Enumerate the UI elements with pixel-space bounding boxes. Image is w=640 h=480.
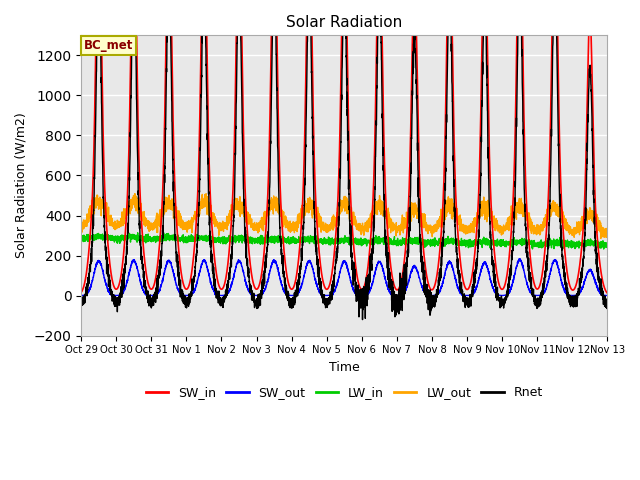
- SW_in: [492, 263, 500, 269]
- SW_in: [324, 285, 332, 291]
- Text: BC_met: BC_met: [84, 39, 133, 52]
- SW_out: [516, 256, 524, 262]
- X-axis label: Time: Time: [329, 361, 360, 374]
- Rnet: [462, 297, 470, 302]
- SW_out: [433, 292, 441, 298]
- LW_in: [600, 246, 607, 252]
- Line: SW_out: SW_out: [81, 259, 607, 296]
- SW_in: [433, 273, 441, 279]
- Rnet: [172, 242, 180, 248]
- SW_out: [172, 280, 180, 286]
- Rnet: [358, 317, 366, 323]
- SW_out: [604, 293, 611, 299]
- SW_out: [462, 293, 470, 299]
- SW_out: [324, 292, 332, 298]
- Line: Rnet: Rnet: [81, 0, 607, 320]
- LW_in: [433, 239, 441, 244]
- SW_in: [77, 289, 85, 295]
- Line: LW_out: LW_out: [81, 193, 607, 239]
- Legend: SW_in, SW_out, LW_in, LW_out, Rnet: SW_in, SW_out, LW_in, LW_out, Rnet: [141, 382, 548, 405]
- LW_out: [597, 236, 605, 241]
- LW_out: [77, 221, 85, 227]
- SW_out: [82, 293, 90, 299]
- LW_in: [462, 241, 470, 247]
- LW_in: [172, 237, 180, 243]
- Rnet: [77, 304, 85, 310]
- Rnet: [433, 289, 441, 295]
- Rnet: [324, 299, 332, 304]
- SW_in: [604, 290, 611, 296]
- LW_in: [77, 236, 85, 241]
- LW_in: [603, 244, 611, 250]
- Y-axis label: Solar Radiation (W/m2): Solar Radiation (W/m2): [15, 113, 28, 258]
- SW_out: [492, 290, 500, 296]
- Rnet: [603, 301, 611, 307]
- SW_out: [77, 293, 85, 299]
- LW_out: [462, 230, 470, 236]
- LW_out: [172, 210, 180, 216]
- Rnet: [492, 286, 500, 292]
- SW_in: [462, 286, 470, 292]
- LW_out: [324, 223, 332, 229]
- SW_in: [603, 290, 611, 296]
- SW_out: [603, 293, 611, 299]
- LW_out: [604, 234, 611, 240]
- LW_out: [131, 191, 139, 196]
- Line: LW_in: LW_in: [81, 233, 607, 249]
- LW_out: [603, 233, 611, 239]
- LW_in: [160, 230, 168, 236]
- Line: SW_in: SW_in: [81, 0, 607, 293]
- Rnet: [604, 300, 611, 305]
- LW_in: [604, 243, 611, 249]
- LW_out: [492, 218, 500, 224]
- LW_out: [433, 223, 441, 228]
- LW_in: [324, 234, 332, 240]
- Title: Solar Radiation: Solar Radiation: [286, 15, 403, 30]
- LW_in: [492, 238, 500, 243]
- SW_in: [172, 204, 180, 209]
